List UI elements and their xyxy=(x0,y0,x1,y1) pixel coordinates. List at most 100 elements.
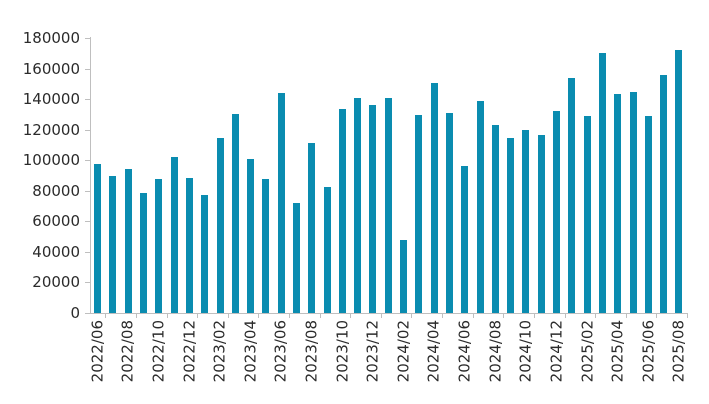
bar-slot xyxy=(136,38,151,313)
bar-slot xyxy=(396,38,411,313)
bar-slot xyxy=(381,38,396,313)
y-tick-mark xyxy=(85,68,90,70)
y-axis-tick-label: 140000 xyxy=(22,90,80,109)
bar xyxy=(430,83,438,313)
bar xyxy=(124,169,132,313)
bar xyxy=(614,93,622,313)
bar-slot xyxy=(442,38,457,313)
x-axis-tick-label: 2025/04 xyxy=(608,320,627,383)
x-axis-tick-label: 2022/08 xyxy=(118,320,137,383)
y-tick-mark xyxy=(85,160,90,162)
bar-slot xyxy=(166,38,181,313)
x-axis-tick-label: 2025/08 xyxy=(669,320,688,383)
bar-slot xyxy=(427,38,442,313)
x-axis-tick-label: 2024/06 xyxy=(455,320,474,383)
bar xyxy=(491,125,499,313)
bar xyxy=(568,77,576,313)
bar xyxy=(461,165,469,313)
y-axis-tick-label: 40000 xyxy=(32,242,80,261)
x-axis-tick-label: 2023/12 xyxy=(363,320,382,383)
x-tick-mark xyxy=(442,314,444,318)
bar-slot xyxy=(472,38,487,313)
x-tick-mark xyxy=(135,314,137,318)
bar-slot xyxy=(335,38,350,313)
bar-slot xyxy=(105,38,120,313)
y-axis-tick-label: 20000 xyxy=(32,273,80,292)
bar xyxy=(445,112,453,313)
bar xyxy=(583,115,591,313)
bar xyxy=(155,178,163,313)
bar xyxy=(216,138,224,313)
y-axis-tick-label: 80000 xyxy=(32,181,80,200)
y-axis-tick-label: 60000 xyxy=(32,212,80,231)
bar-slot xyxy=(243,38,258,313)
bar-slot xyxy=(151,38,166,313)
bar xyxy=(201,195,209,313)
bar xyxy=(293,203,300,313)
bar-slot xyxy=(549,38,564,313)
x-axis-tick-label: 2023/04 xyxy=(241,320,260,383)
bar-slot xyxy=(671,38,686,313)
x-tick-mark xyxy=(319,314,321,318)
bar xyxy=(262,178,270,313)
x-tick-mark xyxy=(258,314,260,318)
bar xyxy=(369,105,377,313)
bar xyxy=(598,53,606,313)
bar-slot xyxy=(289,38,304,313)
bar xyxy=(185,177,193,313)
y-axis-tick-label: 120000 xyxy=(22,120,80,139)
bar-slot xyxy=(641,38,656,313)
plot-area xyxy=(90,38,687,313)
bar xyxy=(644,115,652,313)
bar xyxy=(507,138,515,313)
x-axis-tick-label: 2023/02 xyxy=(210,320,229,383)
bar xyxy=(400,239,408,313)
y-tick-mark xyxy=(85,38,90,39)
bar xyxy=(660,74,668,313)
bar xyxy=(140,193,148,313)
bar-slot xyxy=(212,38,227,313)
x-tick-mark xyxy=(595,314,597,318)
y-tick-mark xyxy=(85,313,90,314)
x-tick-mark xyxy=(380,314,382,318)
x-axis-tick-label: 2022/10 xyxy=(149,320,168,383)
y-tick-mark xyxy=(85,251,90,253)
x-axis-line xyxy=(90,313,688,314)
x-tick-mark xyxy=(289,314,290,318)
bar-slot xyxy=(503,38,518,313)
bar-slot xyxy=(350,38,365,313)
bar-slot xyxy=(580,38,595,313)
x-axis-tick-label: 2024/12 xyxy=(547,320,566,383)
x-tick-mark xyxy=(625,314,627,318)
x-axis-tick-label: 2025/06 xyxy=(639,320,658,383)
y-axis-line xyxy=(90,37,91,314)
bar xyxy=(415,115,423,313)
bar xyxy=(354,97,362,313)
x-tick-mark xyxy=(564,314,566,318)
y-tick-mark xyxy=(85,190,90,192)
y-tick-mark xyxy=(85,221,90,223)
x-tick-mark xyxy=(503,314,505,318)
bar xyxy=(231,114,239,313)
x-tick-mark xyxy=(472,314,474,318)
bar-slot xyxy=(90,38,105,313)
bar xyxy=(247,158,255,313)
bar-slot xyxy=(197,38,212,313)
bar-slot xyxy=(182,38,197,313)
x-axis-tick-label: 2023/06 xyxy=(271,320,290,383)
y-axis-tick-label: 180000 xyxy=(22,29,80,47)
bar-slot xyxy=(258,38,273,313)
x-axis-tick-label: 2022/06 xyxy=(88,320,107,383)
bar-slot xyxy=(121,38,136,313)
x-tick-mark xyxy=(411,314,413,318)
bar xyxy=(384,98,392,313)
bar xyxy=(537,135,545,313)
bar xyxy=(553,111,561,313)
y-axis-tick-label: 100000 xyxy=(22,151,80,170)
bar-slot xyxy=(534,38,549,313)
bar-slot xyxy=(319,38,334,313)
bar-slot xyxy=(656,38,671,313)
bar-slot xyxy=(518,38,533,313)
x-tick-mark xyxy=(197,314,199,318)
